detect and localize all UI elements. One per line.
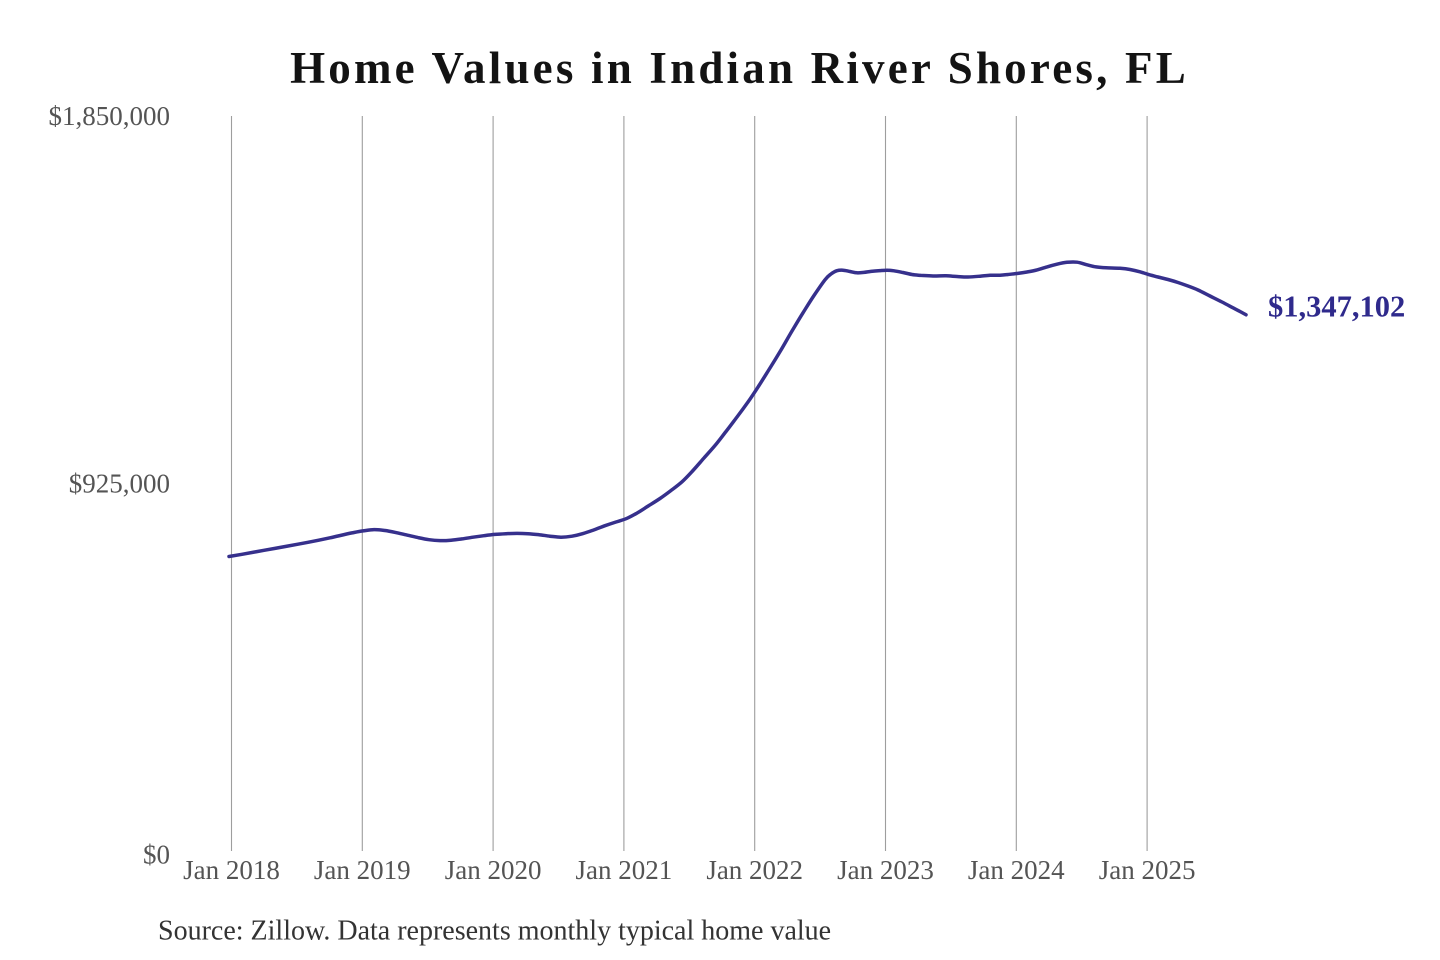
svg-text:Jan 2019: Jan 2019 — [314, 855, 411, 885]
svg-text:Jan 2018: Jan 2018 — [183, 855, 280, 885]
svg-text:Home Values in Indian River Sh: Home Values in Indian River Shores, FL — [290, 43, 1189, 93]
svg-text:Jan 2024: Jan 2024 — [968, 855, 1065, 885]
svg-text:$925,000: $925,000 — [69, 468, 170, 498]
svg-text:Jan 2023: Jan 2023 — [837, 855, 934, 885]
svg-text:Jan 2020: Jan 2020 — [445, 855, 542, 885]
svg-text:Jan 2021: Jan 2021 — [576, 855, 673, 885]
svg-text:Jan 2022: Jan 2022 — [706, 855, 803, 885]
svg-text:Source: Zillow. Data represent: Source: Zillow. Data represents monthly … — [158, 916, 831, 947]
svg-text:$1,850,000: $1,850,000 — [49, 101, 171, 131]
svg-text:$1,347,102: $1,347,102 — [1268, 290, 1405, 324]
svg-text:$0: $0 — [143, 840, 170, 870]
svg-text:Jan 2025: Jan 2025 — [1099, 855, 1196, 885]
